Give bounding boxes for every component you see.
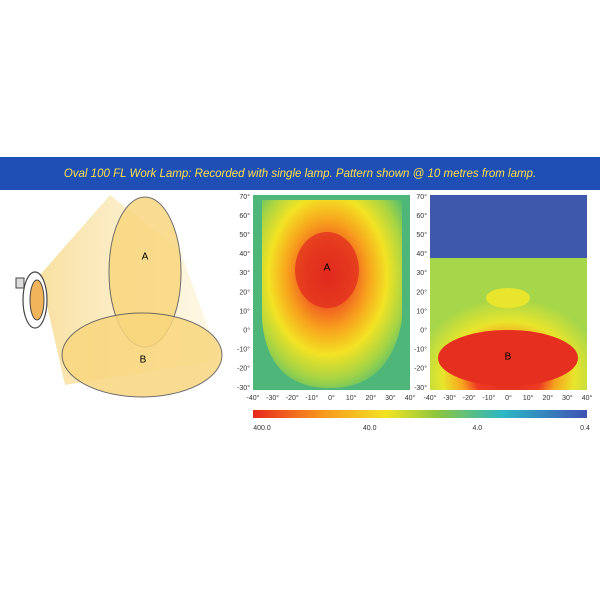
beam-label: A — [142, 252, 149, 263]
y-tick-label: 30° — [416, 269, 427, 277]
y-tick-label: 70° — [239, 193, 250, 201]
y-tick-label: -10° — [237, 346, 250, 354]
x-tick-label: -10° — [482, 394, 495, 402]
y-tick-label: 10° — [416, 307, 427, 315]
y-tick-label: 50° — [239, 231, 250, 239]
x-tick-label: 20° — [365, 394, 376, 402]
y-tick-label: 40° — [416, 250, 427, 258]
plot-b: B — [430, 195, 587, 390]
y-tick-label: 60° — [239, 212, 250, 220]
header-title: Oval 100 FL Work Lamp: Recorded with sin… — [64, 168, 536, 180]
x-tick-label: -10° — [305, 394, 318, 402]
x-tick-label: 0° — [505, 394, 512, 402]
color-scale-label: 0.4 — [580, 425, 590, 432]
x-tick-label: -20° — [463, 394, 476, 402]
color-bar — [253, 410, 587, 418]
y-tick-label: 60° — [416, 212, 427, 220]
x-tick-label: -30° — [443, 394, 456, 402]
y-tick-label: 20° — [416, 288, 427, 296]
x-tick-label: -30° — [266, 394, 279, 402]
x-tick-label: 30° — [385, 394, 396, 402]
x-tick-label: -20° — [286, 394, 299, 402]
x-tick-label: 10° — [346, 394, 357, 402]
y-tick-label: -20° — [237, 365, 250, 373]
x-tick-label: 30° — [562, 394, 573, 402]
plot-label: A — [324, 263, 331, 274]
x-tick-label: 20° — [542, 394, 553, 402]
color-scale-label: 400.0 — [253, 425, 271, 432]
y-tick-label: -30° — [414, 384, 427, 392]
y-tick-label: 0° — [420, 327, 427, 335]
x-tick-label: 40° — [405, 394, 416, 402]
y-tick-label: -10° — [414, 346, 427, 354]
x-tick-label: 10° — [523, 394, 534, 402]
beam-label: B — [140, 355, 147, 366]
y-tick-label: 40° — [239, 250, 250, 258]
y-tick-label: -30° — [237, 384, 250, 392]
x-tick-label: 0° — [328, 394, 335, 402]
x-tick-label: 40° — [582, 394, 593, 402]
y-tick-label: 0° — [243, 327, 250, 335]
header-bar — [0, 157, 600, 190]
x-tick-label: -40° — [247, 394, 260, 402]
lamp-diagram: A B — [15, 195, 223, 398]
x-tick-label: -40° — [424, 394, 437, 402]
axes: 70°60°50°40°30°20°10°0°-10°-20°-30°-40° -… — [237, 193, 592, 432]
plot-label: B — [505, 352, 512, 363]
color-scale-label: 4.0 — [472, 425, 482, 432]
y-tick-label: 20° — [239, 288, 250, 296]
color-scale-label: 40.0 — [363, 425, 377, 432]
y-tick-label: 70° — [416, 193, 427, 201]
y-tick-label: -20° — [414, 365, 427, 373]
y-tick-label: 50° — [416, 231, 427, 239]
plot-a: A — [253, 195, 410, 390]
y-tick-label: 30° — [239, 269, 250, 277]
y-tick-label: 10° — [239, 307, 250, 315]
